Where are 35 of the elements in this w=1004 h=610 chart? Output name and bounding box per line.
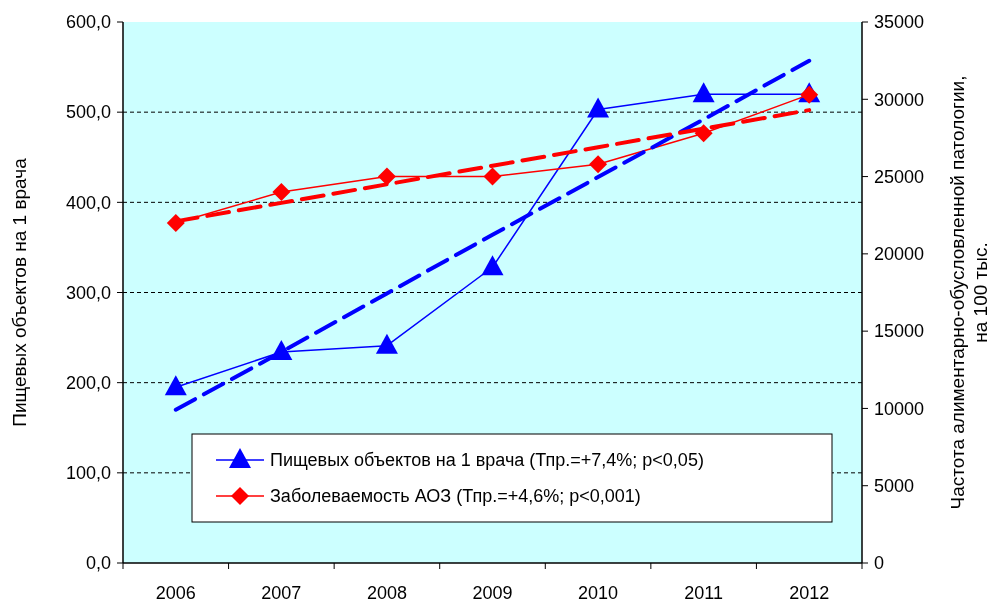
y2-tick-label: 15000 [874,321,925,342]
point [164,375,187,396]
y2-tick-label: 25000 [874,166,925,187]
y2-tick-label: 10000 [874,398,925,419]
y2-tick-label: 5000 [874,476,915,497]
y2-axis-title: Частота алиментарно-обусловленной патологии, на 100 тыс. [947,75,991,510]
x-tick-label: 2007 [261,583,302,603]
x-tick-label: 2006 [155,583,196,603]
y2-tick-label: 30000 [874,89,925,110]
legend-label: Заболеваемость АОЗ (Тпр.=+4,6%; р<0,001) [270,486,641,507]
point [692,82,715,103]
point [483,167,502,186]
legend-label: Пищевых объектов на 1 врача (Тпр.=+7,4%; р<0,05) [270,450,704,471]
y-tick-label: 0,0 [85,553,111,574]
y2-tick-label: 0 [874,553,885,574]
point [375,333,398,354]
y-axis-title: Пищевых объектов на 1 врача [9,157,30,427]
x-tick-label: 2009 [472,583,513,603]
x-tick-label: 2010 [578,583,619,603]
point [587,97,610,118]
x-tick-label: 2008 [366,583,407,603]
y-tick-label: 500,0 [65,102,111,123]
y-tick-label: 300,0 [65,282,111,303]
point [377,167,396,186]
x-tick-label: 2012 [789,583,830,603]
y-tick-label: 200,0 [65,372,111,393]
y-tick-label: 400,0 [65,192,111,213]
point [589,155,608,174]
y-tick-label: 600,0 [65,12,111,33]
y-tick-label: 100,0 [65,463,111,484]
point [481,255,504,276]
y2-tick-label: 20000 [874,244,925,265]
y2-tick-label: 35000 [874,12,925,33]
x-tick-label: 2011 [684,583,723,603]
point [272,183,291,202]
